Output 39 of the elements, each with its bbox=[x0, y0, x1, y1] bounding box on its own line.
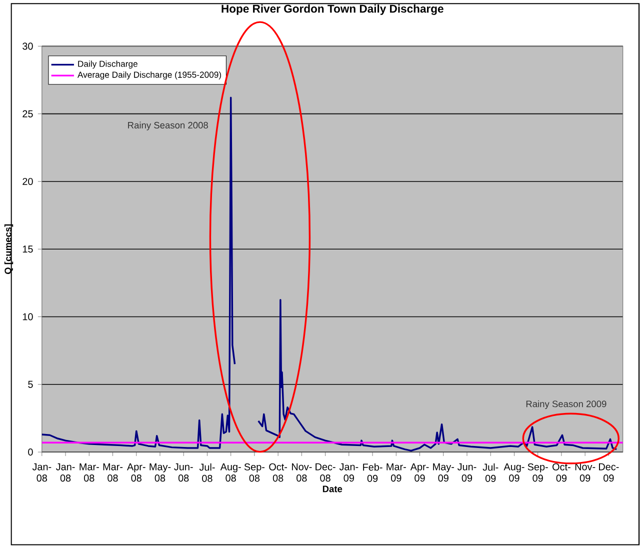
x-tick-label: Jun-08 bbox=[174, 463, 193, 482]
y-tick-label: 30 bbox=[22, 42, 33, 50]
y-tick-label: 20 bbox=[22, 178, 33, 186]
x-tick-label: Jan-08 bbox=[32, 463, 52, 482]
x-tick-label: Nov-08 bbox=[292, 463, 312, 482]
x-tick-label: Apr-09 bbox=[410, 463, 429, 482]
x-tick-label: Mar-09 bbox=[386, 463, 406, 482]
x-tick-label: May-08 bbox=[150, 463, 171, 482]
legend-label: Daily Discharge bbox=[78, 60, 138, 69]
x-tick-label: Jul-08 bbox=[199, 464, 215, 482]
y-tick-label: 10 bbox=[22, 313, 33, 320]
y-axis-title: Q [cumecs] bbox=[4, 224, 14, 274]
x-tick-label: Sep-08 bbox=[244, 463, 265, 482]
x-axis-title: Date bbox=[322, 486, 342, 492]
x-tick-label: Feb-09 bbox=[363, 464, 382, 482]
x-tick-label: May-09 bbox=[433, 463, 454, 482]
x-tick-label: Jan-08 bbox=[56, 463, 75, 482]
chart-title: Hope River Gordon Town Daily Discharge bbox=[222, 4, 444, 16]
x-tick-label: Aug-08 bbox=[220, 463, 241, 482]
y-tick-label: 0 bbox=[28, 448, 33, 456]
y-tick-label: 15 bbox=[22, 246, 33, 253]
x-tick-label: Dec-08 bbox=[316, 463, 336, 482]
y-tick-label: 25 bbox=[22, 110, 33, 118]
x-tick-label: Mar-08 bbox=[103, 463, 123, 482]
legend-label: Average Daily Discharge (1955-2009) bbox=[78, 72, 221, 80]
y-tick-label: 5 bbox=[28, 381, 33, 388]
x-tick-label: Aug-09 bbox=[504, 463, 524, 482]
annotation: Rainy Season 2008 bbox=[128, 122, 208, 130]
x-tick-label: Dec-09 bbox=[599, 463, 619, 482]
x-tick-label: Nov-09 bbox=[575, 463, 596, 482]
x-tick-label: Mar-08 bbox=[80, 463, 99, 482]
x-tick-label: Jul-09 bbox=[482, 464, 498, 482]
x-tick-label: Apr-08 bbox=[127, 463, 146, 482]
x-tick-label: Jun-09 bbox=[457, 463, 476, 482]
x-tick-label: Oct-09 bbox=[552, 463, 570, 482]
x-tick-label: Jan-09 bbox=[339, 463, 358, 482]
annotation: Rainy Season 2009 bbox=[526, 400, 606, 410]
x-tick-label: Sep-09 bbox=[528, 463, 548, 482]
x-tick-label: Oct-08 bbox=[269, 463, 288, 482]
